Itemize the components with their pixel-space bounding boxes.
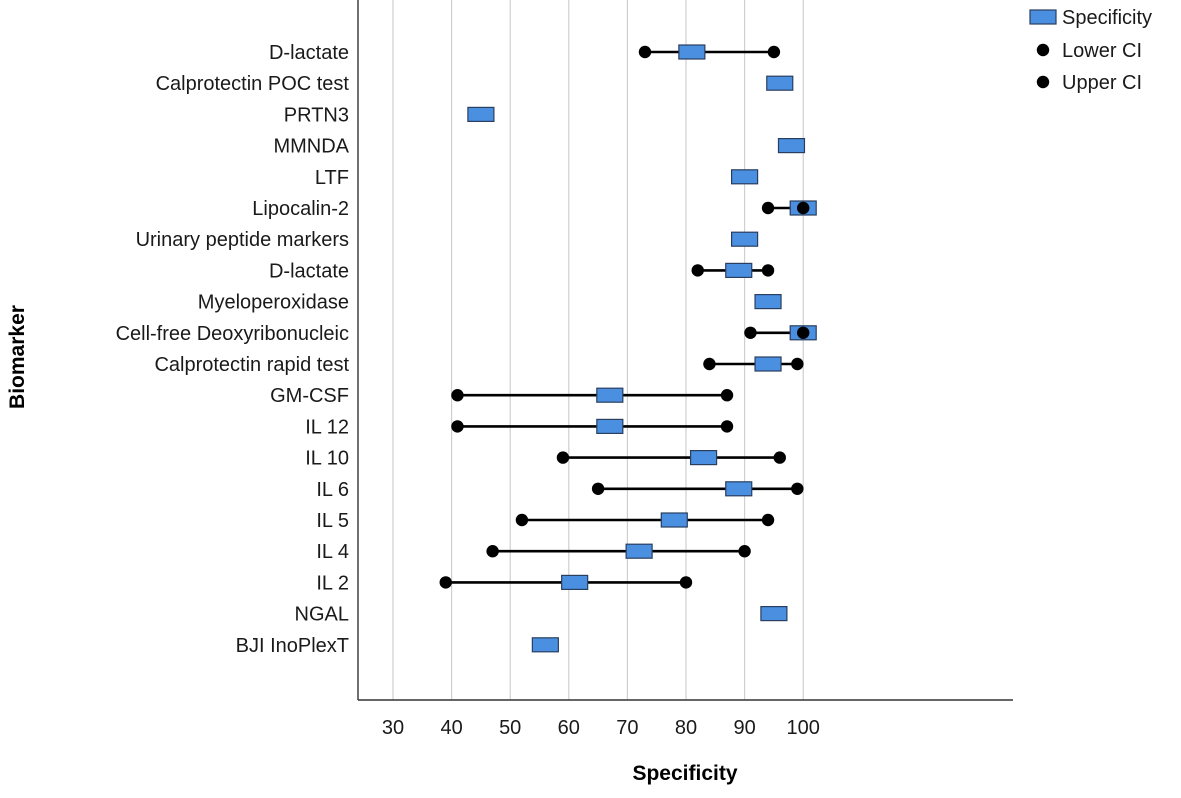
upper-ci-dot-10 — [791, 357, 804, 371]
upper-ci-dot-14 — [791, 482, 804, 495]
grid-lines — [392, 0, 804, 700]
specificity-box-15 — [660, 512, 688, 528]
specificity-box-8 — [754, 294, 782, 310]
specificity-box-10 — [754, 356, 782, 372]
x-tick-label-5: 80 — [675, 717, 697, 739]
lower-ci-dot-7 — [691, 264, 704, 277]
x-tick-label-3: 60 — [558, 717, 580, 739]
x-tick-label-7: 100 — [787, 717, 820, 739]
legend: Specificity Lower CI Upper CI — [1029, 7, 1152, 94]
specificity-box-16 — [625, 543, 653, 559]
category-label-14: IL 6 — [316, 479, 349, 501]
specificity-box-12 — [596, 418, 624, 434]
specificity-box-13 — [689, 450, 718, 466]
lower-ci-dot-17 — [439, 576, 452, 589]
category-label-3: MMNDA — [273, 136, 349, 158]
category-label-1: Calprotectin POC test — [156, 73, 350, 95]
upper-ci-dot-5 — [797, 201, 810, 215]
x-tick-label-0: 30 — [382, 717, 404, 739]
ci-lines — [445, 50, 804, 584]
category-label-17: IL 2 — [316, 572, 349, 594]
y-category-labels: D-lactate Calprotectin POC test PRTN3 MMNDA… — [116, 42, 350, 657]
lower-ci-dot-13 — [556, 451, 570, 464]
upper-ci-dot-15 — [761, 513, 775, 527]
x-tick-label-6: 90 — [733, 717, 755, 739]
specificity-box-0 — [678, 44, 706, 60]
upper-ci-dot-13 — [773, 451, 786, 464]
category-label-4: LTF — [315, 167, 349, 189]
lower-ci-dot-11 — [451, 389, 464, 402]
category-label-12: IL 12 — [305, 416, 349, 438]
lower-ci-dot-16 — [486, 545, 499, 558]
category-label-18: NGAL — [295, 604, 349, 626]
upper-ci-dot-12 — [720, 420, 734, 433]
category-label-5: Lipocalin-2 — [252, 198, 349, 220]
axes — [357, 0, 1013, 701]
upper-ci-dot-7 — [761, 264, 775, 277]
category-label-10: Calprotectin rapid test — [154, 354, 349, 376]
specificity-box-2 — [467, 106, 495, 123]
specificity-box-1 — [766, 75, 794, 91]
category-label-15: IL 5 — [316, 510, 349, 532]
specificity-box-3 — [777, 138, 806, 154]
specificity-box-7 — [725, 262, 753, 278]
upper-ci-dot-11 — [720, 389, 734, 402]
upper-ci-dot-16 — [738, 545, 751, 558]
x-axis-title: Specificity — [632, 762, 737, 785]
category-label-8: Myeloperoxidase — [198, 292, 349, 314]
lower-ci-dot-12 — [451, 420, 464, 433]
legend-label-specificity: Specificity — [1062, 7, 1152, 29]
legend-label-upper: Upper CI — [1062, 72, 1142, 94]
category-label-2: PRTN3 — [284, 104, 349, 126]
category-label-19: BJI InoPlexT — [236, 635, 349, 657]
legend-marker-upper — [1036, 75, 1050, 89]
x-tick-label-4: 70 — [616, 717, 638, 739]
ci-dots — [439, 45, 810, 589]
x-tick-label-1: 40 — [440, 717, 462, 739]
specificity-box-4 — [730, 169, 759, 185]
legend-marker-specificity — [1029, 9, 1057, 25]
x-tick-labels: 30 40 50 60 70 80 90 100 — [382, 717, 820, 739]
legend-marker-lower — [1036, 43, 1050, 57]
lower-ci-dot-9 — [744, 326, 757, 339]
lower-ci-dot-10 — [703, 357, 716, 371]
lower-ci-dot-14 — [591, 482, 605, 495]
category-label-0: D-lactate — [269, 42, 349, 64]
lower-ci-dot-15 — [515, 513, 529, 527]
category-label-7: D-lactate — [269, 260, 349, 282]
specificity-box-6 — [730, 231, 759, 247]
y-axis-title: Biomarker — [6, 305, 29, 409]
x-tick-label-2: 50 — [499, 717, 521, 739]
upper-ci-dot-0 — [767, 45, 781, 59]
category-label-13: IL 10 — [305, 448, 349, 470]
category-label-16: IL 4 — [316, 541, 349, 563]
specificity-box-14 — [725, 481, 753, 497]
specificity-box-17 — [561, 574, 589, 591]
specificity-box-11 — [596, 387, 624, 403]
category-label-9: Cell-free Deoxyribonucleic — [116, 323, 349, 345]
specificity-box-18 — [760, 605, 788, 622]
upper-ci-dot-9 — [797, 326, 810, 339]
upper-ci-dot-17 — [679, 576, 693, 589]
specificity-boxes — [467, 44, 817, 653]
category-label-6: Urinary peptide markers — [136, 229, 349, 251]
lower-ci-dot-0 — [638, 45, 652, 59]
lower-ci-dot-5 — [761, 201, 775, 215]
legend-label-lower: Lower CI — [1062, 40, 1142, 62]
category-label-11: GM-CSF — [270, 385, 349, 407]
specificity-box-19 — [531, 637, 559, 653]
